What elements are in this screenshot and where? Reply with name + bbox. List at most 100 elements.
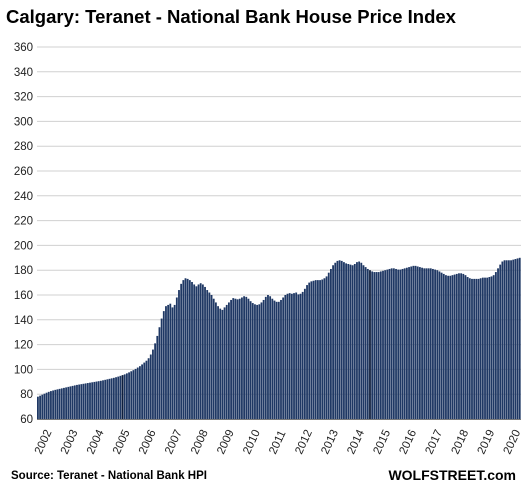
x-tick-label: 2011 xyxy=(267,429,288,456)
bar xyxy=(386,269,389,419)
bar xyxy=(121,375,124,419)
bar xyxy=(39,395,41,419)
y-tick-label: 360 xyxy=(14,42,33,54)
bar xyxy=(314,280,317,419)
bar xyxy=(86,383,89,419)
bar xyxy=(193,284,196,419)
bar xyxy=(464,275,467,419)
x-tick-label: 2006 xyxy=(137,428,159,456)
bar xyxy=(112,377,115,419)
x-tick-label: 2003 xyxy=(59,428,81,456)
bar xyxy=(262,299,265,419)
bar xyxy=(104,379,107,419)
bar xyxy=(447,275,450,419)
bar xyxy=(405,267,408,419)
bar xyxy=(397,269,400,419)
bar xyxy=(123,374,126,419)
bar xyxy=(518,257,521,419)
bar xyxy=(195,286,198,419)
bar xyxy=(234,298,237,419)
bar xyxy=(353,264,356,419)
bar xyxy=(71,385,74,419)
bar xyxy=(429,268,432,419)
bar xyxy=(245,296,248,419)
bar xyxy=(412,265,415,419)
bar xyxy=(343,262,345,419)
bar xyxy=(323,278,326,419)
bar xyxy=(321,279,324,419)
bar xyxy=(214,302,217,419)
bar xyxy=(510,260,512,419)
y-tick-label: 240 xyxy=(14,191,33,203)
bar xyxy=(347,264,350,419)
bar xyxy=(223,307,226,419)
bar xyxy=(290,293,293,419)
y-tick-label: 100 xyxy=(14,364,33,376)
bar xyxy=(178,290,180,419)
y-tick-label: 340 xyxy=(14,67,33,79)
bar xyxy=(286,293,289,419)
bar xyxy=(423,268,426,419)
bar xyxy=(507,260,510,419)
bar xyxy=(475,278,478,419)
bar xyxy=(501,261,504,419)
x-tick-label: 2004 xyxy=(85,427,107,456)
y-tick-label: 120 xyxy=(14,340,33,352)
bar xyxy=(345,263,348,419)
bar xyxy=(156,335,159,419)
bar xyxy=(284,295,287,419)
bar xyxy=(167,304,170,419)
x-tick-label: 2017 xyxy=(424,428,446,456)
y-tick-label: 220 xyxy=(14,216,33,228)
bar xyxy=(395,268,397,419)
bar xyxy=(360,262,363,419)
bar xyxy=(373,272,376,419)
bar xyxy=(280,299,282,419)
bar xyxy=(295,292,298,419)
bar xyxy=(162,311,165,419)
bar xyxy=(414,265,417,419)
bar xyxy=(260,302,263,419)
bar xyxy=(453,274,456,419)
bar xyxy=(336,260,339,419)
bar xyxy=(136,367,139,419)
bar xyxy=(273,300,276,419)
bar xyxy=(221,309,224,419)
bar xyxy=(514,259,517,419)
bar xyxy=(117,376,120,419)
bar xyxy=(173,304,176,419)
x-tick-label: 2008 xyxy=(189,428,211,456)
bar xyxy=(451,275,454,419)
bar xyxy=(466,277,469,419)
bar xyxy=(349,264,352,419)
bar xyxy=(93,381,96,419)
brand-label: WOLFSTREET.com xyxy=(388,467,516,483)
bar xyxy=(56,389,59,419)
y-tick-label: 160 xyxy=(14,290,33,302)
bar xyxy=(267,295,269,419)
bar xyxy=(477,278,480,419)
bar xyxy=(334,262,337,419)
bar xyxy=(95,381,98,419)
bar xyxy=(425,268,428,419)
x-tick-label: 2002 xyxy=(33,428,55,456)
bar xyxy=(497,268,499,419)
bar xyxy=(325,276,328,419)
bar xyxy=(297,294,300,419)
bar xyxy=(301,291,304,419)
bar xyxy=(149,354,152,419)
bar xyxy=(277,301,280,419)
bar xyxy=(288,293,291,419)
bar xyxy=(436,270,439,419)
bar xyxy=(306,285,308,419)
bar xyxy=(251,303,254,419)
bar xyxy=(152,349,154,419)
y-tick-label: 280 xyxy=(14,141,33,153)
bar xyxy=(269,296,272,419)
bar xyxy=(494,272,497,419)
bar xyxy=(340,260,343,419)
bar xyxy=(316,280,319,419)
bar xyxy=(401,268,404,419)
bar xyxy=(37,396,39,419)
bar xyxy=(165,306,167,419)
